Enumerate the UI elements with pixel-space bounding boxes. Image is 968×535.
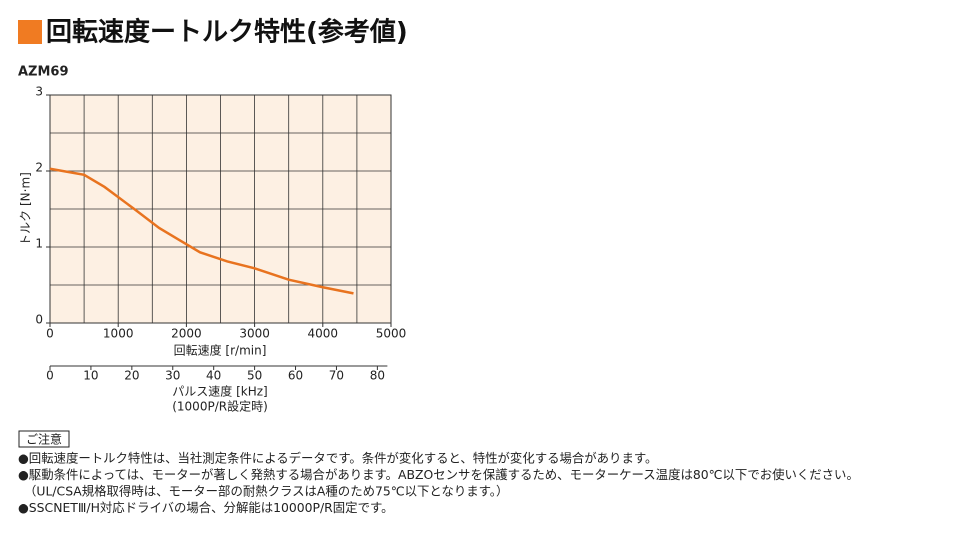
x-tick-label: 1000 [103, 327, 134, 341]
y-tick-label: 2 [35, 161, 43, 175]
notes-heading: ご注意 [26, 432, 62, 447]
note-line: ●回転速度ートルク特性は、当社測定条件によるデータです。条件が変化すると、特性が… [18, 451, 657, 466]
x2-tick-label: 0 [46, 369, 54, 383]
x2-tick-label: 50 [247, 369, 262, 383]
note-line: （UL/CSA規格取得時は、モーター部の耐熱クラスはA種のため75℃以下となりま… [24, 484, 508, 499]
note-line: ●SSCNETⅢ/H対応ドライバの場合、分解能は10000P/R固定です。 [18, 500, 394, 515]
y-tick-label: 0 [35, 313, 43, 327]
x2-tick-label: 30 [165, 369, 180, 383]
x-tick-label: 5000 [376, 327, 407, 341]
x-tick-label: 0 [46, 327, 54, 341]
x2-tick-label: 10 [83, 369, 98, 383]
x-tick-label: 3000 [239, 327, 270, 341]
y-axis-label: トルク [N·m] [19, 172, 33, 246]
chart-title: AZM69 [18, 65, 69, 80]
x2-tick-label: 60 [288, 369, 303, 383]
y-tick-label: 3 [35, 85, 43, 99]
x2-tick-label: 20 [124, 369, 139, 383]
x2-tick-label: 80 [370, 369, 385, 383]
title-marker [18, 20, 42, 44]
x2-axis-label: パルス速度 [kHz] [172, 384, 267, 399]
x-tick-label: 2000 [171, 327, 202, 341]
y-tick-label: 1 [35, 237, 43, 251]
x2-tick-label: 70 [329, 369, 344, 383]
x-tick-label: 4000 [308, 327, 339, 341]
notes-heading-box [18, 430, 70, 448]
torque-curve [49, 167, 354, 295]
page-title: 回転速度ートルク特性(参考値) [46, 17, 408, 48]
note-line: ●駆動条件によっては、モーターが著しく発熱する場合があります。ABZOセンサを保… [18, 467, 859, 482]
x2-tick-label: 40 [206, 369, 221, 383]
x2-axis-note: (1000P/R設定時) [172, 399, 268, 414]
plot-frame [49, 94, 392, 324]
x-axis-label: 回転速度 [r/min] [174, 343, 267, 358]
